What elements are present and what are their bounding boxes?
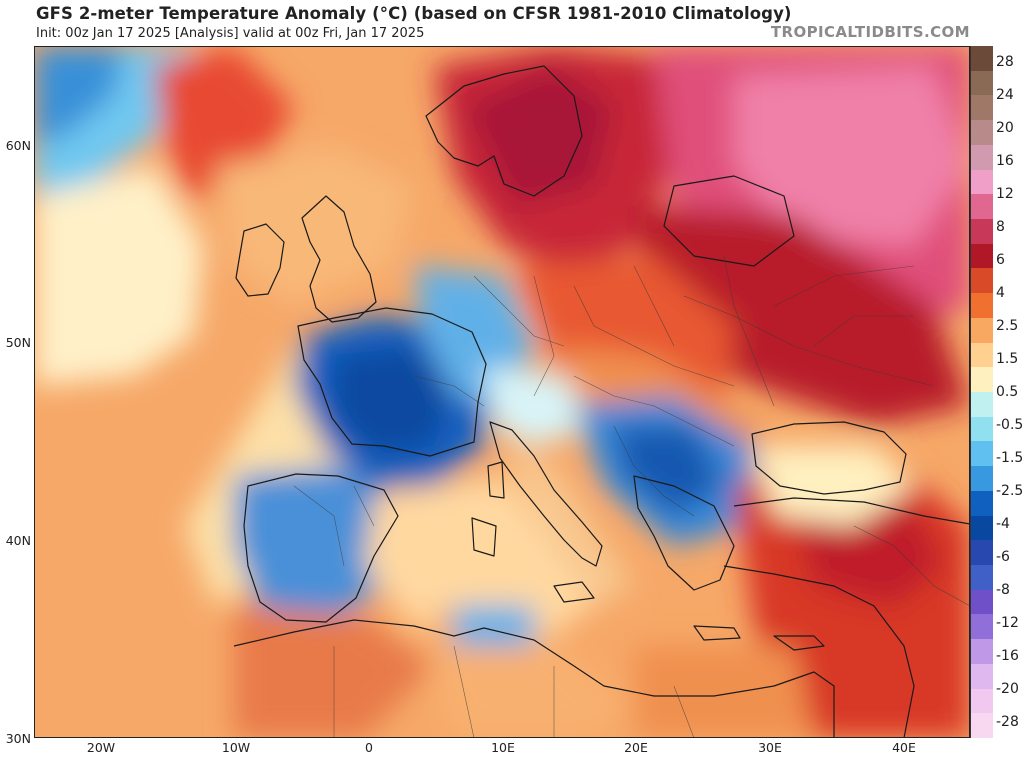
colorbar-segment <box>971 466 993 492</box>
colorbar-segment <box>971 243 993 269</box>
colorbar-label: 28 <box>996 54 1014 71</box>
colorbar-label: -1.5 <box>996 449 1024 466</box>
colorbar-segment <box>971 194 993 220</box>
lat-label-40n: 40N <box>5 533 31 548</box>
colorbar-label: 12 <box>996 186 1014 203</box>
lon-label-30e: 30E <box>758 740 782 755</box>
colorbar-segment <box>971 120 993 146</box>
colorbar-segment <box>971 293 993 319</box>
colorbar-label: 2.5 <box>996 318 1019 335</box>
lat-label-50n: 50N <box>5 335 31 350</box>
lon-label-40e: 40E <box>892 740 916 755</box>
colorbar-segment <box>971 416 993 442</box>
colorbar-segment <box>971 392 993 418</box>
colorbar-label: -28 <box>996 713 1019 730</box>
colorbar-segment <box>971 317 993 344</box>
site-credit[interactable]: TROPICALTIDBITS.COM <box>770 23 970 41</box>
map-subtitle: Init: 00z Jan 17 2025 [Analysis] valid a… <box>36 26 425 41</box>
colorbar-segment <box>971 490 993 517</box>
colorbar-segment <box>971 169 993 195</box>
colorbar-label: -20 <box>996 680 1019 697</box>
coastlines <box>233 65 970 738</box>
colorbar-segment <box>971 144 993 171</box>
colorbar-segment <box>971 614 993 640</box>
colorbar-segment <box>971 515 993 541</box>
colorbar-segment <box>971 95 993 121</box>
anomaly-map <box>34 46 970 738</box>
colorbar-segment <box>971 639 993 665</box>
colorbar-segment <box>971 663 993 690</box>
colorbar-segment <box>971 441 993 467</box>
colorbar-label: 8 <box>996 219 1005 236</box>
colorbar-segment <box>971 367 993 393</box>
colorbar-label: -0.5 <box>996 416 1024 433</box>
colorbar-segment <box>971 713 993 739</box>
colorbar-label: -16 <box>996 647 1019 664</box>
colorbar-label: 20 <box>996 120 1014 137</box>
country-borders <box>293 255 970 738</box>
lat-label-30n: 30N <box>5 731 31 746</box>
lat-label-60n: 60N <box>5 138 31 153</box>
lon-label-20e: 20E <box>624 740 648 755</box>
colorbar-segment <box>971 540 993 566</box>
colorbar-label: -8 <box>996 581 1010 598</box>
colorbar-label: 4 <box>996 285 1005 302</box>
colorbar-segment <box>971 219 993 245</box>
map-frame <box>34 46 970 738</box>
colorbar-label: -6 <box>996 548 1010 565</box>
colorbar-label: 6 <box>996 252 1005 269</box>
colorbar-segment <box>971 688 993 714</box>
colorbar-segment <box>971 342 993 368</box>
colorbar-label: -12 <box>996 614 1019 631</box>
colorbar-label: 16 <box>996 153 1014 170</box>
colorbar <box>970 46 993 739</box>
colorbar-label: -4 <box>996 515 1010 532</box>
colorbar-segment <box>971 46 993 72</box>
anomaly-field <box>34 46 970 738</box>
lon-label-10w: 10W <box>221 740 251 755</box>
colorbar-segment <box>971 268 993 294</box>
colorbar-segment <box>971 589 993 615</box>
colorbar-label: -2.5 <box>996 482 1024 499</box>
colorbar-label: 24 <box>996 87 1014 104</box>
colorbar-label: 0.5 <box>996 384 1019 400</box>
lon-label-20w: 20W <box>86 740 116 755</box>
colorbar-segment <box>971 565 993 591</box>
lon-label-10e: 10E <box>491 740 515 755</box>
colorbar-label: 1.5 <box>996 351 1019 368</box>
lon-label-0: 0 <box>365 740 373 755</box>
colorbar-segment <box>971 70 993 96</box>
map-title: GFS 2-meter Temperature Anomaly (°C) (ba… <box>36 4 792 23</box>
